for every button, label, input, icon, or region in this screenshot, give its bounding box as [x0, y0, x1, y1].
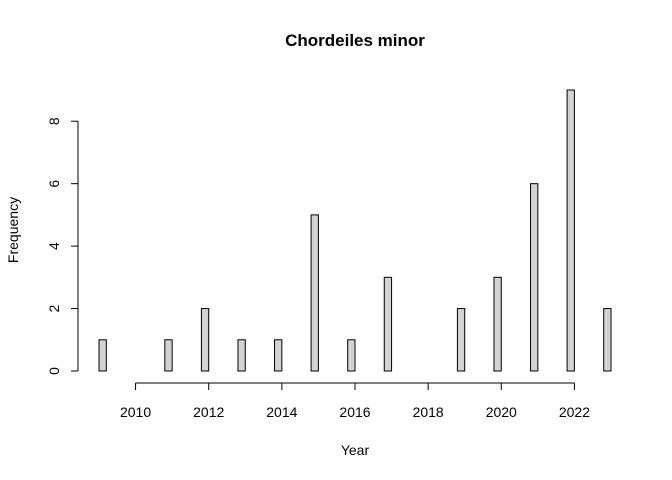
y-tick-label-8: 8	[46, 117, 62, 125]
x-tick-label-2022: 2022	[559, 404, 590, 420]
histogram-bar-0	[98, 339, 107, 372]
y-axis: 0 2 4 6 8	[46, 117, 79, 375]
x-tick-label-2016: 2016	[339, 404, 370, 420]
x-tick-label-2018: 2018	[413, 404, 444, 420]
histogram-bar-24	[603, 308, 612, 372]
x-axis-label: Year	[341, 442, 370, 458]
histogram-bar-4	[200, 308, 210, 372]
x-axis: 2010 2012 2014 2016 2018 2020 2022	[120, 382, 590, 420]
y-tick-label-2: 2	[46, 304, 62, 312]
y-tick-label-4: 4	[46, 242, 62, 250]
histogram-bar-20	[530, 183, 539, 372]
chart-title: Chordeiles minor	[285, 31, 425, 50]
histogram-bar-22	[566, 89, 575, 372]
y-tick-label-0: 0	[46, 367, 62, 375]
histogram-bar-18	[493, 276, 502, 372]
histogram-bar-12	[347, 339, 356, 372]
x-tick-label-2020: 2020	[486, 404, 517, 420]
histogram-bar-14	[383, 276, 393, 372]
histogram-bar-6	[237, 339, 246, 372]
x-tick-label-2012: 2012	[193, 404, 224, 420]
y-axis-label: Frequency	[5, 197, 21, 263]
bars-group	[98, 89, 612, 372]
y-tick-label-6: 6	[46, 180, 62, 188]
x-tick-label-2014: 2014	[266, 404, 297, 420]
histogram-bar-10	[310, 214, 319, 372]
histogram-bar-2	[164, 339, 173, 372]
x-tick-label-2010: 2010	[120, 404, 151, 420]
histogram-bar-8	[274, 339, 283, 372]
histogram-bar-16	[456, 308, 466, 372]
